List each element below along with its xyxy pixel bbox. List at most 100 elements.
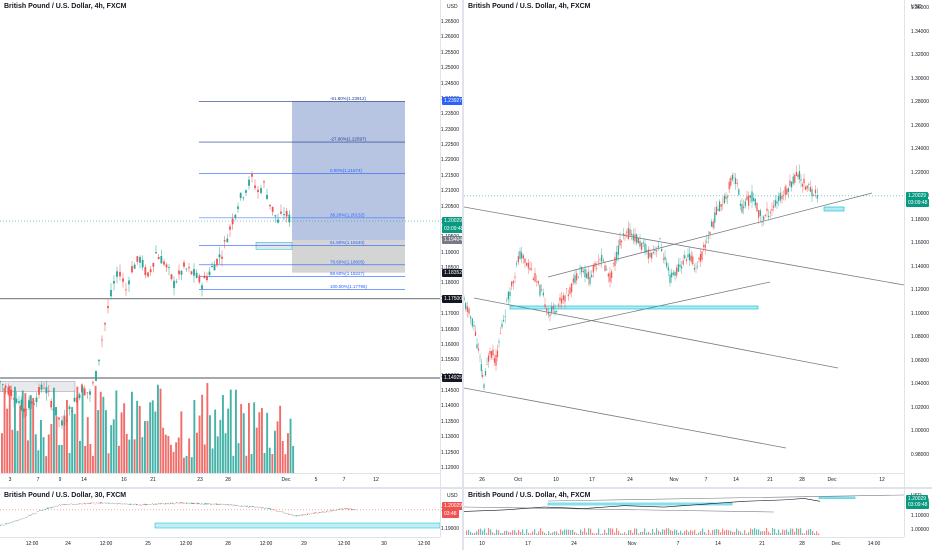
candle-body bbox=[147, 272, 149, 277]
candle-body bbox=[526, 263, 528, 266]
candle-body bbox=[4, 385, 7, 388]
candle-body bbox=[637, 237, 639, 244]
candle-body bbox=[115, 503, 117, 505]
time-tick: 12:00 bbox=[337, 541, 351, 547]
volume-bar bbox=[756, 529, 758, 535]
volume-bar bbox=[626, 533, 628, 535]
time-tick: 28 bbox=[225, 541, 231, 547]
pane-divider[interactable] bbox=[462, 0, 464, 550]
time-tick: 12 bbox=[373, 477, 379, 483]
candle-body bbox=[330, 510, 332, 512]
candle-body bbox=[58, 505, 59, 506]
price-tick: 1.00000 bbox=[910, 428, 929, 435]
time-axis[interactable]: 3 7 9 14 16 21 23 28 Dec 5 7 12 bbox=[0, 473, 440, 487]
volume-bar bbox=[668, 528, 670, 535]
candle-body bbox=[317, 512, 319, 514]
chart-pane-bottom-left[interactable]: British Pound / U.S. Dollar, 30, FXCM US… bbox=[0, 489, 462, 550]
volume-bar bbox=[190, 457, 193, 473]
candle-body bbox=[795, 171, 797, 176]
candle-body bbox=[252, 506, 254, 508]
candle-body bbox=[195, 272, 198, 278]
candle-body bbox=[309, 513, 311, 515]
candle-body bbox=[297, 515, 299, 517]
candle-body bbox=[492, 349, 494, 356]
volume-bar bbox=[786, 529, 788, 535]
candle-body bbox=[240, 505, 242, 507]
stop-zone bbox=[292, 240, 405, 273]
time-axis[interactable]: 12:00 24 12:00 25 12:00 28 12:00 29 12:00 30 12:00 bbox=[0, 537, 440, 550]
chart-canvas-bottom-left[interactable] bbox=[0, 489, 440, 537]
volume-bar bbox=[177, 437, 180, 473]
candle-body bbox=[564, 295, 566, 302]
candle-body bbox=[470, 316, 472, 319]
volume-bar bbox=[814, 533, 816, 535]
price-tick: 1.16000 bbox=[440, 341, 459, 348]
candle-body bbox=[490, 351, 493, 358]
candle-body bbox=[349, 508, 351, 510]
candle-body bbox=[299, 515, 301, 516]
chart-canvas-bottom-right[interactable] bbox=[464, 489, 904, 537]
price-tick: 1.36000 bbox=[910, 5, 929, 11]
candle-body bbox=[73, 397, 76, 402]
chart-pane-bottom-right[interactable]: British Pound / U.S. Dollar, 4h, FXCM US… bbox=[464, 489, 932, 550]
volume-bar bbox=[216, 436, 219, 473]
volume-bar bbox=[610, 528, 612, 535]
time-axis[interactable]: 26 Oct 10 17 24 Nov 7 14 21 28 Dec 12 bbox=[464, 473, 904, 487]
volume-bar bbox=[40, 420, 42, 473]
candle-body bbox=[49, 507, 51, 509]
candle-body bbox=[110, 502, 112, 504]
volume-bar bbox=[107, 453, 110, 473]
time-tick: 26 bbox=[479, 477, 485, 483]
time-axis[interactable]: 10 17 24 Nov 7 14 21 28 Dec 14:00 bbox=[464, 537, 904, 550]
time-tick: 25 bbox=[145, 541, 151, 547]
candle-body bbox=[266, 507, 267, 509]
volume-bar bbox=[84, 445, 87, 473]
price-axis[interactable]: USD 1.36000 1.34000 1.32000 1.30000 1.28000 1… bbox=[904, 0, 932, 487]
chart-pane-top-right[interactable]: British Pound / U.S. Dollar, 4h, FXCM US… bbox=[464, 0, 932, 487]
volume-bar bbox=[198, 415, 201, 473]
candle-body bbox=[156, 504, 158, 505]
price-axis[interactable]: USD 1.26500 1.26000 1.25500 1.25000 1.24500 1… bbox=[440, 0, 462, 487]
chart-canvas-top-left[interactable]: -61.80%(1.23912) -27.00%(1.22597) 0.00%(1.… bbox=[0, 0, 440, 473]
pane-divider-horizontal[interactable] bbox=[0, 487, 932, 489]
price-line bbox=[663, 503, 705, 508]
chart-canvas-top-right[interactable] bbox=[464, 0, 904, 473]
volume-bar bbox=[660, 532, 662, 535]
candle-body bbox=[584, 268, 586, 278]
volume-bar bbox=[652, 529, 654, 535]
volume-bar bbox=[490, 529, 492, 535]
candle-body bbox=[537, 280, 539, 284]
candle-body bbox=[303, 514, 305, 516]
price-tick: 1.15500 bbox=[440, 357, 459, 364]
candle-body bbox=[567, 294, 569, 297]
volume-bar bbox=[185, 455, 188, 473]
volume-bar bbox=[732, 531, 734, 535]
candle-body bbox=[84, 503, 85, 505]
candle-body bbox=[302, 514, 304, 516]
candle-body bbox=[107, 502, 109, 504]
volume-bar bbox=[144, 421, 146, 473]
candle-body bbox=[539, 284, 541, 296]
candle-body bbox=[717, 208, 719, 211]
candle-body bbox=[118, 503, 119, 504]
candle-body bbox=[231, 504, 233, 506]
candle-body bbox=[672, 272, 674, 275]
candle-body bbox=[589, 277, 591, 284]
candle-body bbox=[522, 255, 524, 259]
time-tick: 7 bbox=[704, 477, 708, 483]
candle-body bbox=[496, 350, 499, 357]
volume-bar bbox=[632, 532, 634, 535]
volume-bar bbox=[263, 452, 266, 473]
candle-body bbox=[113, 503, 115, 504]
candle-body bbox=[805, 186, 807, 190]
price-tick: 1.12500 bbox=[440, 449, 459, 456]
volume-bar bbox=[29, 395, 32, 473]
candle-body bbox=[264, 507, 266, 509]
candle-body bbox=[711, 221, 713, 227]
candle-body bbox=[649, 253, 651, 257]
chart-pane-top-left[interactable]: -61.80%(1.23912) -27.00%(1.22597) 0.00%(1.… bbox=[0, 0, 462, 487]
volume-bar bbox=[750, 528, 752, 535]
time-tick: 28 bbox=[225, 477, 231, 483]
